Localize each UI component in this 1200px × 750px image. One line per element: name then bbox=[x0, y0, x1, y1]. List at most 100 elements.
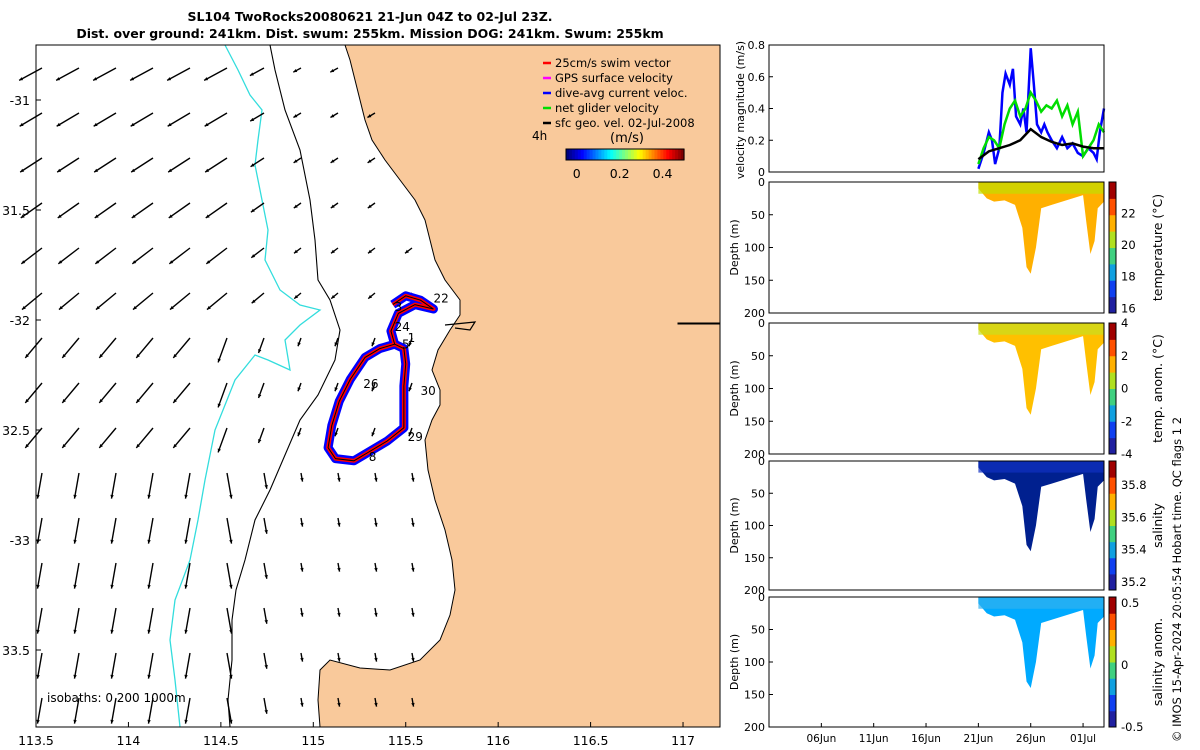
current-arrowhead bbox=[73, 584, 77, 589]
isobath-200 bbox=[227, 44, 341, 728]
current-arrowhead bbox=[371, 432, 375, 437]
current-arrowhead bbox=[130, 77, 135, 81]
current-arrowhead bbox=[331, 249, 335, 254]
current-arrow bbox=[135, 382, 154, 404]
current-arrowhead bbox=[337, 477, 341, 482]
current-arrow bbox=[167, 112, 191, 127]
current-arrow bbox=[73, 697, 80, 724]
current-arrowhead bbox=[25, 399, 29, 403]
colorbar-cell bbox=[669, 149, 673, 160]
current-arrowhead bbox=[25, 354, 29, 358]
current-arrow bbox=[147, 562, 154, 589]
current-arrow bbox=[169, 292, 191, 311]
current-arrowhead bbox=[229, 494, 233, 499]
current-arrowhead bbox=[73, 629, 77, 634]
current-arrowhead bbox=[374, 522, 378, 527]
current-arrowhead bbox=[294, 294, 299, 299]
current-arrowhead bbox=[250, 117, 255, 122]
current-arrowhead bbox=[173, 354, 177, 358]
current-arrowhead bbox=[168, 168, 173, 173]
current-arrow bbox=[184, 562, 191, 589]
colorbar-cell bbox=[663, 149, 667, 160]
current-arrowhead bbox=[57, 214, 62, 218]
track-day-label: 5 bbox=[402, 338, 410, 352]
current-arrow bbox=[168, 202, 191, 219]
colorbar-cell bbox=[654, 149, 659, 160]
current-arrow bbox=[132, 292, 154, 311]
current-arrow bbox=[205, 247, 228, 265]
current-arrowhead bbox=[411, 477, 415, 482]
current-arrow bbox=[135, 337, 154, 359]
colorbar-cell bbox=[598, 149, 602, 160]
current-arrowhead bbox=[36, 674, 40, 679]
current-arrow bbox=[172, 382, 191, 404]
current-arrowhead bbox=[147, 719, 151, 724]
current-arrowhead bbox=[93, 77, 98, 81]
map-ytick-label: -31 bbox=[10, 93, 30, 108]
current-arrowhead bbox=[36, 719, 40, 724]
current-arrowhead bbox=[408, 387, 412, 392]
current-arrowhead bbox=[206, 260, 211, 264]
land-mass bbox=[317, 44, 721, 728]
current-arrow bbox=[19, 157, 43, 173]
current-arrowhead bbox=[136, 354, 140, 358]
current-arrow bbox=[57, 247, 80, 265]
colorbar-cell bbox=[607, 149, 611, 160]
colorbar-cell bbox=[616, 149, 620, 160]
legend-label: dive-avg current veloc. bbox=[555, 86, 688, 100]
current-arrowhead bbox=[184, 584, 188, 589]
current-arrowhead bbox=[131, 214, 136, 218]
current-arrow bbox=[147, 652, 154, 679]
colorbar-cell bbox=[657, 149, 661, 160]
current-arrowhead bbox=[94, 168, 99, 173]
current-arrowhead bbox=[297, 432, 301, 437]
current-arrowhead bbox=[411, 702, 415, 707]
current-arrowhead bbox=[330, 159, 335, 163]
current-arrowhead bbox=[99, 444, 103, 448]
current-arrowhead bbox=[36, 494, 40, 499]
isobaths-label: isobaths: 0 200 1000m bbox=[47, 691, 186, 705]
colorbar-cell bbox=[574, 149, 579, 160]
current-arrow bbox=[61, 337, 80, 359]
current-arrowhead bbox=[293, 204, 298, 209]
map-xtick-label: 117 bbox=[671, 733, 695, 748]
current-arrowhead bbox=[132, 260, 137, 264]
current-arrowhead bbox=[337, 657, 341, 662]
colorbar-cell bbox=[651, 149, 656, 160]
current-arrowhead bbox=[36, 539, 40, 544]
map-xtick-label: 116 bbox=[486, 733, 510, 748]
colorbar-cell bbox=[586, 149, 591, 160]
current-arrow bbox=[203, 67, 228, 81]
current-arrowhead bbox=[367, 159, 372, 163]
current-arrowhead bbox=[330, 204, 335, 209]
current-arrowhead bbox=[300, 567, 304, 572]
current-arrowhead bbox=[229, 674, 233, 679]
colorbar-cell bbox=[633, 149, 638, 160]
current-arrowhead bbox=[300, 657, 304, 662]
current-arrowhead bbox=[293, 68, 298, 73]
current-arrow bbox=[147, 472, 154, 499]
colorbar-frame bbox=[565, 148, 685, 161]
current-arrowhead bbox=[184, 494, 188, 499]
current-arrow bbox=[129, 67, 154, 81]
map-ytick-label: -32 bbox=[10, 313, 30, 328]
current-arrowhead bbox=[73, 494, 77, 499]
current-arrow bbox=[172, 427, 191, 449]
current-arrowhead bbox=[249, 72, 254, 76]
current-arrowhead bbox=[337, 612, 341, 617]
current-arrow bbox=[226, 697, 233, 724]
current-arrow bbox=[20, 202, 43, 219]
track-day-label: 24 bbox=[395, 320, 410, 334]
current-arrowhead bbox=[300, 477, 304, 482]
map-ytick-label: 33.5 bbox=[2, 643, 30, 658]
current-arrow bbox=[73, 472, 80, 499]
current-arrowhead bbox=[94, 214, 99, 218]
current-arrowhead bbox=[368, 294, 373, 299]
current-arrowhead bbox=[62, 444, 66, 448]
current-arrow bbox=[24, 382, 43, 404]
current-arrow bbox=[110, 697, 117, 724]
current-arrowhead bbox=[251, 254, 256, 258]
current-arrow bbox=[110, 652, 117, 679]
map-frame bbox=[35, 44, 721, 728]
